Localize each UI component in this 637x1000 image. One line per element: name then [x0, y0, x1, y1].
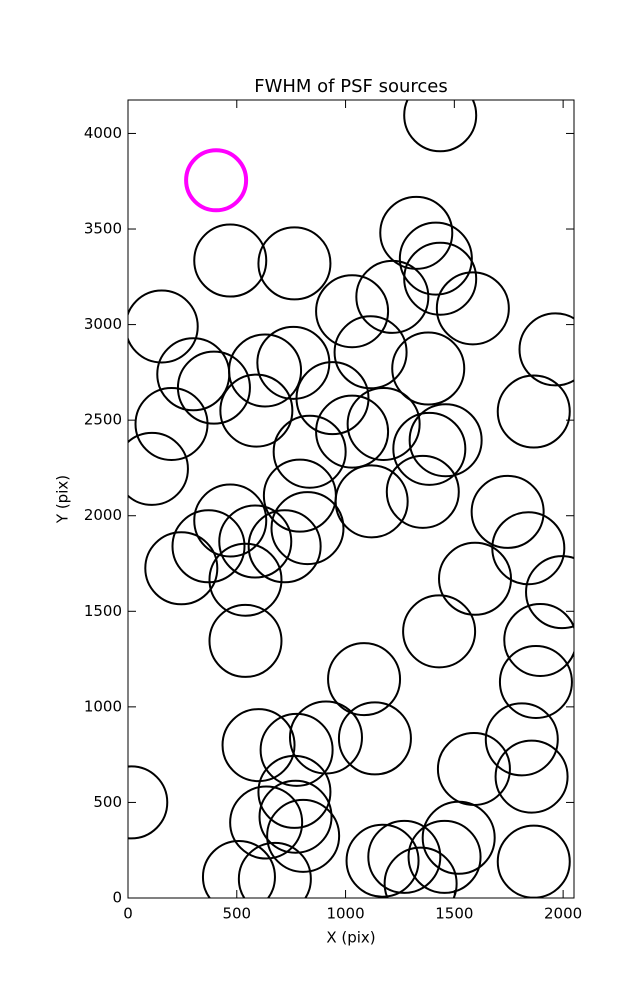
y-tick-label: 1500: [84, 602, 122, 620]
psf-source: [208, 603, 283, 678]
y-tick-label: 3000: [84, 315, 122, 333]
psf-source: [193, 483, 268, 558]
psf-source: [334, 464, 409, 539]
x-tick-label: 1500: [435, 905, 473, 923]
axes-frame: [127, 99, 575, 899]
psf-source: [385, 454, 460, 529]
y-tick-label: 2000: [84, 506, 122, 524]
psf-source: [315, 274, 390, 349]
psf-source: [346, 386, 421, 461]
y-tick-label: 500: [93, 793, 122, 811]
y-tick-label: 2500: [84, 411, 122, 429]
psf-source: [403, 100, 478, 153]
psf-source: [498, 645, 573, 720]
psf-source: [402, 594, 477, 669]
psf-source: [272, 414, 347, 489]
psf-source: [367, 819, 442, 894]
psf-source: [171, 509, 246, 584]
psf-source: [315, 394, 390, 469]
psf-source: [257, 226, 332, 301]
x-tick-label: 2000: [544, 905, 582, 923]
psf-source: [257, 754, 332, 829]
psf-source: [484, 702, 559, 777]
psf-source: [345, 823, 420, 898]
psf-source: [438, 541, 513, 616]
y-tick-label: 3500: [84, 220, 122, 238]
psf-source: [247, 509, 322, 584]
psf-source: [494, 739, 569, 814]
psf-source: [421, 800, 496, 875]
psf-source: [435, 271, 510, 346]
psf-source: [258, 779, 333, 854]
highlight-source: [184, 148, 249, 213]
x-tick-label: 0: [123, 905, 133, 923]
psf-source: [156, 337, 231, 412]
psf-source: [128, 431, 189, 506]
psf-source: [237, 841, 312, 898]
psf-source: [144, 531, 219, 606]
psf-source: [518, 312, 574, 387]
psf-source: [221, 708, 296, 783]
psf-source: [403, 241, 478, 316]
psf-source: [503, 602, 574, 677]
psf-source: [355, 259, 430, 334]
psf-source: [295, 361, 370, 436]
psf-source: [383, 846, 458, 898]
psf-source: [525, 555, 574, 630]
psf-source: [496, 374, 571, 449]
x-tick-label: 1000: [326, 905, 364, 923]
psf-source: [270, 491, 345, 566]
psf-source: [392, 411, 467, 486]
psf-source: [218, 504, 293, 579]
psf-source: [208, 542, 283, 617]
psf-source: [407, 819, 482, 894]
psf-source: [470, 474, 545, 549]
y-axis-label: Y (pix): [54, 475, 72, 524]
y-tick-label: 4000: [84, 124, 122, 142]
psf-source: [333, 315, 408, 390]
psf-source: [193, 223, 268, 298]
psf-source: [259, 712, 334, 787]
psf-source: [201, 839, 276, 898]
y-tick-label: 0: [112, 889, 122, 907]
psf-source: [128, 289, 199, 364]
psf-source: [134, 386, 209, 461]
psf-source: [391, 331, 466, 406]
plot-area: [128, 100, 574, 898]
chart-title: FWHM of PSF sources: [254, 76, 448, 97]
y-tick-label: 1000: [84, 697, 122, 715]
psf-source: [327, 642, 402, 717]
psf-source: [337, 701, 412, 776]
psf-source: [128, 765, 169, 840]
psf-source: [398, 221, 473, 296]
psf-source: [219, 373, 294, 448]
psf-source: [408, 403, 483, 478]
psf-source: [266, 798, 341, 873]
psf-source: [229, 785, 304, 860]
x-axis-label: X (pix): [326, 929, 375, 947]
x-tick-label: 500: [222, 905, 251, 923]
